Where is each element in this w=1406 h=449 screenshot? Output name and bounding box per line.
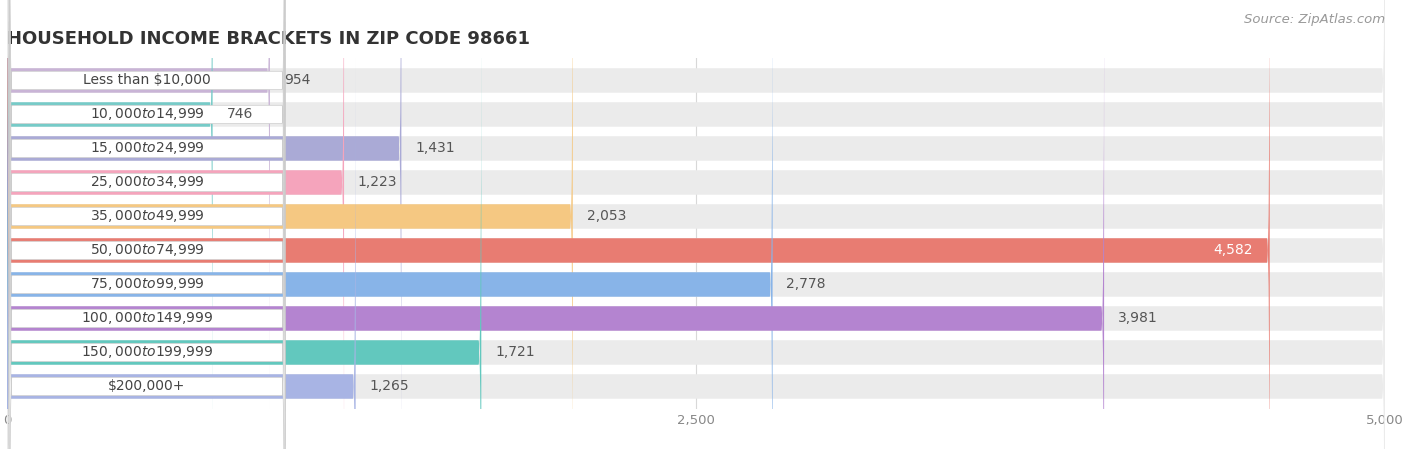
Text: $150,000 to $199,999: $150,000 to $199,999 [80, 344, 214, 361]
FancyBboxPatch shape [7, 0, 212, 442]
Text: 954: 954 [284, 74, 311, 88]
Text: $50,000 to $74,999: $50,000 to $74,999 [90, 242, 204, 259]
Text: $75,000 to $99,999: $75,000 to $99,999 [90, 277, 204, 292]
FancyBboxPatch shape [10, 0, 285, 449]
FancyBboxPatch shape [7, 0, 1385, 449]
FancyBboxPatch shape [7, 0, 1385, 449]
FancyBboxPatch shape [10, 0, 285, 411]
FancyBboxPatch shape [7, 0, 572, 449]
Text: $200,000+: $200,000+ [108, 379, 186, 393]
Text: 1,265: 1,265 [370, 379, 409, 393]
FancyBboxPatch shape [10, 0, 285, 449]
FancyBboxPatch shape [7, 0, 772, 449]
Text: $10,000 to $14,999: $10,000 to $14,999 [90, 106, 204, 123]
FancyBboxPatch shape [7, 0, 1104, 449]
Text: $35,000 to $49,999: $35,000 to $49,999 [90, 208, 204, 224]
FancyBboxPatch shape [7, 0, 1385, 442]
FancyBboxPatch shape [7, 25, 481, 449]
FancyBboxPatch shape [7, 59, 1385, 449]
FancyBboxPatch shape [10, 0, 285, 449]
Text: Less than $10,000: Less than $10,000 [83, 74, 211, 88]
Text: Source: ZipAtlas.com: Source: ZipAtlas.com [1244, 13, 1385, 26]
FancyBboxPatch shape [7, 0, 1385, 408]
Text: 1,223: 1,223 [359, 176, 398, 189]
FancyBboxPatch shape [7, 0, 1270, 449]
Text: 2,778: 2,778 [786, 277, 825, 291]
Text: 3,981: 3,981 [1118, 312, 1157, 326]
FancyBboxPatch shape [7, 0, 1385, 449]
Text: HOUSEHOLD INCOME BRACKETS IN ZIP CODE 98661: HOUSEHOLD INCOME BRACKETS IN ZIP CODE 98… [7, 31, 530, 48]
FancyBboxPatch shape [7, 59, 356, 449]
FancyBboxPatch shape [7, 0, 1385, 449]
FancyBboxPatch shape [10, 0, 285, 449]
FancyBboxPatch shape [7, 0, 401, 449]
FancyBboxPatch shape [10, 0, 285, 449]
Text: 1,431: 1,431 [415, 141, 454, 155]
FancyBboxPatch shape [7, 0, 1385, 449]
Text: 1,721: 1,721 [495, 345, 534, 360]
FancyBboxPatch shape [10, 0, 285, 449]
Text: $100,000 to $149,999: $100,000 to $149,999 [80, 311, 214, 326]
Text: 4,582: 4,582 [1213, 243, 1253, 257]
FancyBboxPatch shape [10, 56, 285, 449]
Text: $15,000 to $24,999: $15,000 to $24,999 [90, 141, 204, 156]
Text: $25,000 to $34,999: $25,000 to $34,999 [90, 175, 204, 190]
FancyBboxPatch shape [7, 0, 1385, 449]
FancyBboxPatch shape [10, 22, 285, 449]
FancyBboxPatch shape [10, 0, 285, 445]
Text: 746: 746 [226, 107, 253, 122]
FancyBboxPatch shape [7, 25, 1385, 449]
FancyBboxPatch shape [7, 0, 270, 408]
Text: 2,053: 2,053 [586, 210, 626, 224]
FancyBboxPatch shape [7, 0, 344, 449]
